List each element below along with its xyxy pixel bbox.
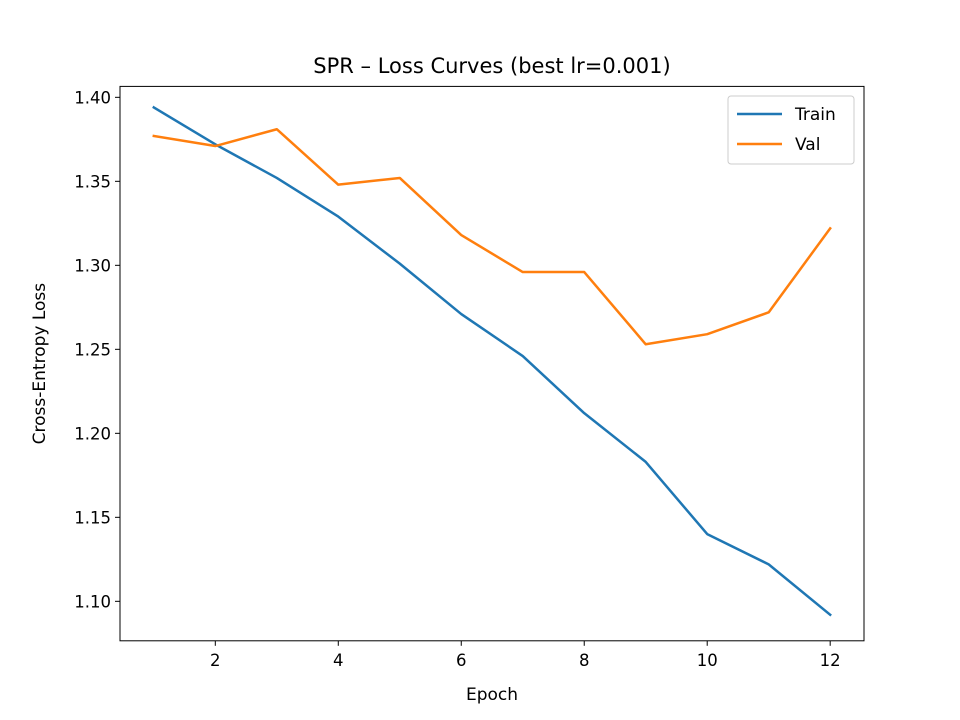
plot-frame xyxy=(119,85,865,642)
y-axis: 1.10 1.15 1.20 1.25 1.30 1.35 1.40 xyxy=(74,88,120,611)
x-tick-label: 10 xyxy=(697,651,718,670)
plot-area: 2 4 6 8 10 12 1.10 1.15 1.20 1.25 1.30 1.35 1.40 xyxy=(74,85,865,670)
series-line-train xyxy=(152,105,832,617)
x-axis-label: Epoch xyxy=(466,685,518,705)
y-tick-label: 1.30 xyxy=(74,256,111,275)
y-tick-label: 1.35 xyxy=(74,172,111,191)
y-tick-label: 1.25 xyxy=(74,340,111,359)
x-axis: 2 4 6 8 10 12 xyxy=(210,640,841,670)
x-tick-label: 4 xyxy=(333,651,344,670)
y-axis-label: Cross-Entropy Loss xyxy=(30,283,50,445)
y-tick-label: 1.40 xyxy=(74,88,111,107)
x-tick-label: 8 xyxy=(579,651,590,670)
x-tick-label: 12 xyxy=(820,651,841,670)
legend-label-val: Val xyxy=(795,135,820,155)
x-tick-label: 2 xyxy=(210,651,221,670)
series-line-val xyxy=(152,127,832,346)
y-tick-label: 1.20 xyxy=(74,424,111,443)
legend: Train Val xyxy=(727,95,855,165)
y-tick-label: 1.10 xyxy=(74,592,111,611)
y-tick-label: 1.15 xyxy=(74,508,111,527)
x-tick-label: 6 xyxy=(456,651,467,670)
series-lines xyxy=(152,105,832,617)
legend-label-train: Train xyxy=(794,105,836,125)
chart-title: SPR – Loss Curves (best lr=0.001) xyxy=(313,54,670,78)
